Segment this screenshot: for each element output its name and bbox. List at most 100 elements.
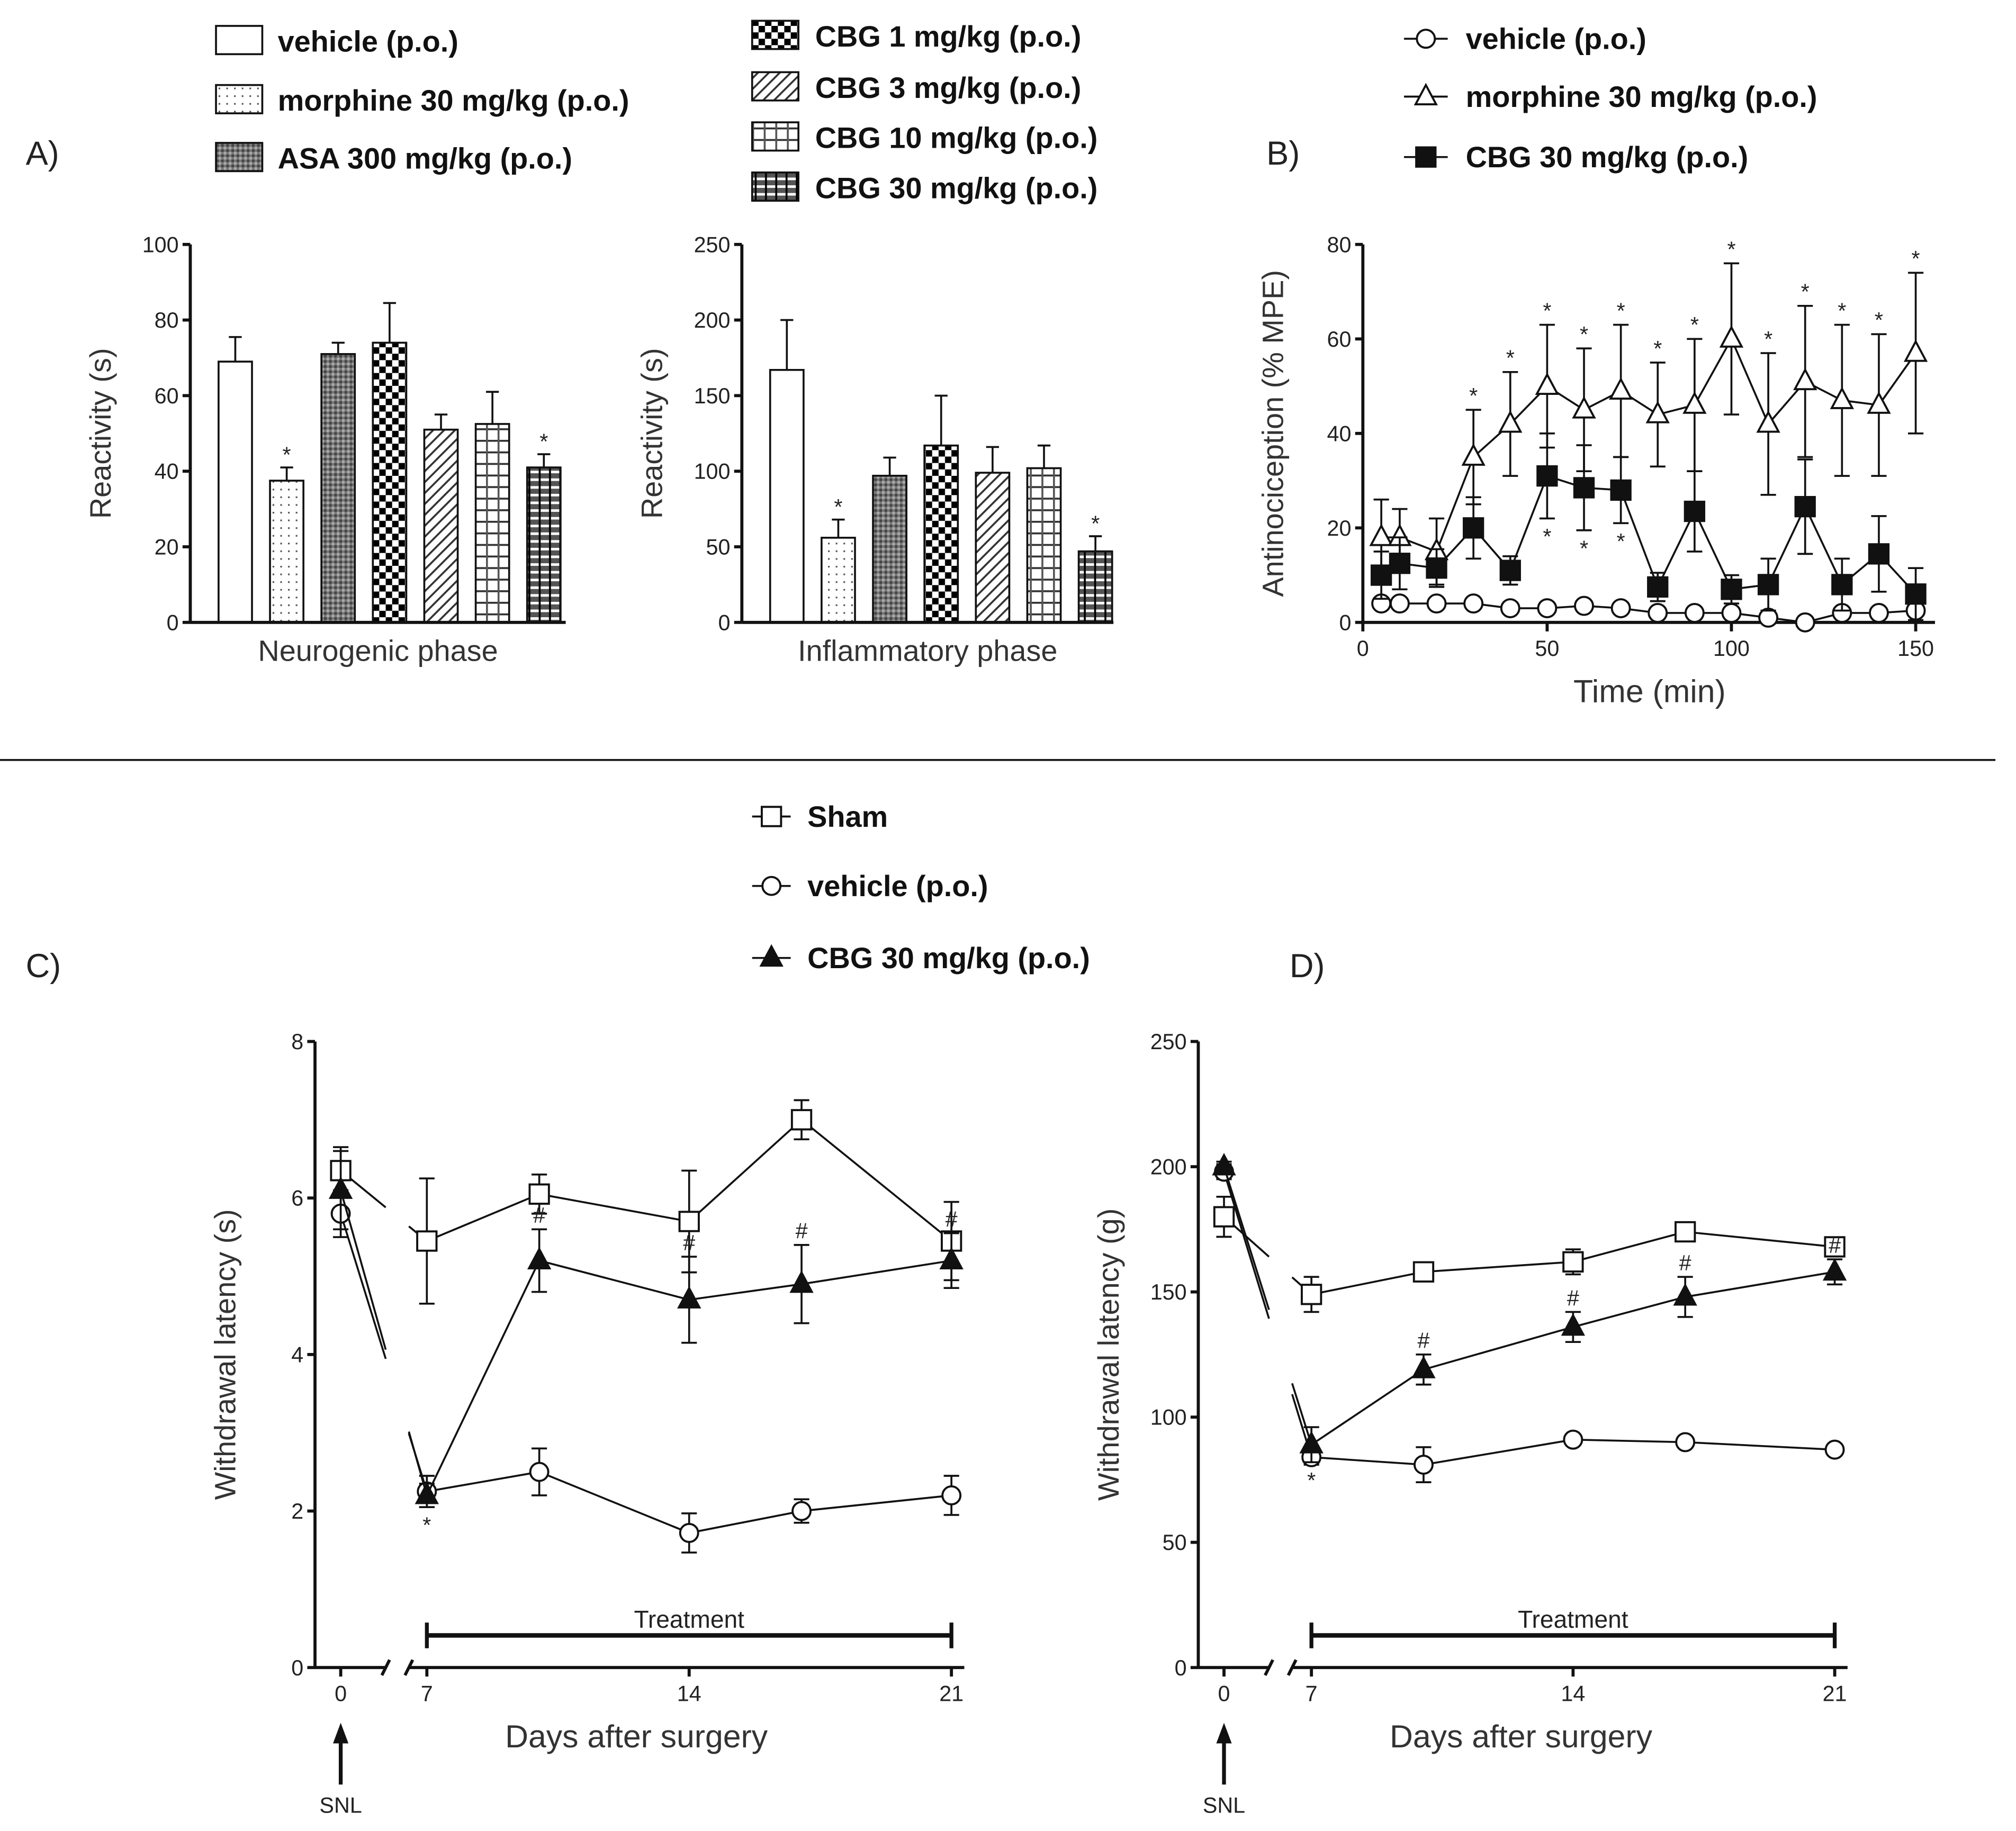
x-tick-label: 0 bbox=[1218, 1681, 1230, 1706]
significance-mark: * bbox=[283, 443, 291, 467]
significance-mark: * bbox=[1801, 280, 1810, 304]
legend-b: vehicle (p.o.) morphine 30 mg/kg (p.o.) … bbox=[1404, 22, 1817, 174]
marker-triangle bbox=[1461, 443, 1486, 466]
y-tick-label: 150 bbox=[694, 384, 731, 408]
y-axis-label: Withdrawal latency (g) bbox=[1092, 1208, 1125, 1501]
marker-circle bbox=[761, 876, 782, 896]
legend-label: Sham bbox=[807, 800, 888, 833]
marker-square bbox=[790, 1109, 813, 1131]
y-tick-label: 50 bbox=[1163, 1530, 1187, 1555]
marker-square bbox=[1426, 557, 1447, 579]
marker-circle bbox=[529, 1462, 550, 1482]
marker-square bbox=[1573, 477, 1595, 499]
bar bbox=[872, 474, 907, 624]
marker-triangle bbox=[759, 944, 784, 967]
marker-triangle bbox=[1645, 401, 1670, 423]
y-tick-label: 60 bbox=[155, 384, 179, 408]
marker-square bbox=[760, 806, 782, 827]
significance-mark: * bbox=[1764, 327, 1772, 351]
x-tick-label: 0 bbox=[335, 1681, 347, 1706]
marker-triangle bbox=[1498, 410, 1523, 433]
marker-triangle bbox=[1903, 339, 1928, 362]
chart-withdrawal-latency-s: 0 2 4 6 8 Withdrawal latency (s) 0 7 14 21 Days af… bbox=[208, 1030, 965, 1818]
series-line bbox=[339, 1189, 387, 1350]
marker-square bbox=[1412, 1261, 1435, 1283]
significance-mark: * bbox=[1580, 536, 1588, 561]
y-tick-label: 40 bbox=[1327, 421, 1352, 446]
legend-cd: Sham vehicle (p.o.) CBG 30 mg/kg (p.o.) bbox=[752, 800, 1090, 975]
marker-circle bbox=[1416, 29, 1436, 49]
y-tick-label: 80 bbox=[1327, 232, 1352, 257]
marker-triangle bbox=[1561, 1313, 1586, 1336]
bar bbox=[526, 466, 562, 624]
y-tick-label: 20 bbox=[1327, 516, 1352, 540]
legend-label: CBG 10 mg/kg (p.o.) bbox=[815, 121, 1098, 155]
marker-square bbox=[1300, 1284, 1322, 1305]
marker-square bbox=[1499, 560, 1521, 581]
marker-circle bbox=[1500, 598, 1520, 618]
significance-mark: * bbox=[834, 495, 842, 519]
legend-a: vehicle (p.o.) morphine 30 mg/kg (p.o.) … bbox=[215, 20, 1098, 204]
y-tick-label: 0 bbox=[718, 610, 730, 635]
significance-mark: # bbox=[533, 1203, 545, 1228]
marker-triangle bbox=[1822, 1258, 1847, 1281]
marker-triangle bbox=[1719, 325, 1744, 348]
x-axis-label: Days after surgery bbox=[505, 1718, 768, 1754]
marker-square bbox=[1389, 553, 1411, 574]
x-tick-label: 21 bbox=[939, 1681, 964, 1706]
y-tick-label: 100 bbox=[1150, 1405, 1187, 1430]
marker-circle bbox=[1721, 602, 1742, 623]
x-tick-label: 7 bbox=[1306, 1681, 1318, 1706]
y-tick-label: 0 bbox=[291, 1656, 303, 1680]
y-tick-label: 2 bbox=[291, 1499, 303, 1523]
legend-label: CBG 30 mg/kg (p.o.) bbox=[1466, 140, 1749, 174]
legend-swatch bbox=[215, 142, 264, 173]
legend-label: CBG 30 mg/kg (p.o.) bbox=[807, 941, 1090, 975]
marker-triangle bbox=[939, 1247, 964, 1269]
legend-label: vehicle (p.o.) bbox=[1466, 22, 1646, 56]
marker-square bbox=[1415, 146, 1437, 168]
series-line bbox=[1381, 337, 1917, 553]
marker-circle bbox=[1648, 602, 1668, 623]
legend-label: morphine 30 mg/kg (p.o.) bbox=[278, 84, 629, 117]
legend-swatch bbox=[751, 20, 799, 50]
marker-triangle bbox=[1535, 372, 1560, 395]
significance-mark: # bbox=[1567, 1286, 1579, 1310]
bar bbox=[269, 480, 304, 624]
marker-triangle bbox=[1793, 367, 1817, 391]
significance-mark: * bbox=[1727, 237, 1735, 261]
series-line bbox=[1223, 1171, 1270, 1319]
significance-mark: * bbox=[1912, 247, 1920, 271]
y-axis-label: Reactivity (s) bbox=[84, 348, 117, 519]
x-tick-label: 14 bbox=[677, 1681, 701, 1706]
marker-circle bbox=[1537, 598, 1558, 618]
legend-label: CBG 1 mg/kg (p.o.) bbox=[815, 20, 1082, 53]
marker-triangle bbox=[1867, 391, 1891, 414]
y-tick-label: 8 bbox=[291, 1030, 303, 1054]
significance-mark: * bbox=[539, 429, 548, 454]
y-tick-label: 200 bbox=[1150, 1155, 1187, 1179]
x-tick-label: 14 bbox=[1561, 1681, 1585, 1706]
legend-label: CBG 3 mg/kg (p.o.) bbox=[815, 71, 1082, 104]
x-axis-label: Days after surgery bbox=[1390, 1718, 1653, 1754]
significance-mark: * bbox=[1307, 1468, 1316, 1493]
x-tick-label: 21 bbox=[1823, 1681, 1847, 1706]
marker-square bbox=[1370, 564, 1392, 586]
series-line bbox=[408, 1431, 428, 1496]
marker-circle bbox=[679, 1522, 699, 1543]
bar bbox=[474, 423, 510, 624]
significance-mark: * bbox=[1653, 337, 1662, 361]
significance-mark: * bbox=[1506, 346, 1515, 371]
treatment-label: Treatment bbox=[634, 1605, 744, 1633]
y-tick-label: 60 bbox=[1327, 327, 1352, 351]
chart-withdrawal-latency-g: 0 50 100 150 200 250 Withdrawal latency (g) 0 7 1… bbox=[1092, 1030, 1848, 1818]
y-axis-label: Antinociception (% MPE) bbox=[1256, 270, 1290, 597]
bar bbox=[769, 369, 805, 624]
marker-triangle bbox=[1608, 377, 1633, 400]
marker-triangle bbox=[1411, 1356, 1436, 1378]
marker-square bbox=[1213, 1206, 1235, 1228]
surgery-arrow-head-icon bbox=[333, 1722, 349, 1744]
panel-label-a: A) bbox=[26, 135, 59, 172]
significance-mark: * bbox=[1875, 308, 1883, 332]
bar bbox=[320, 353, 356, 624]
